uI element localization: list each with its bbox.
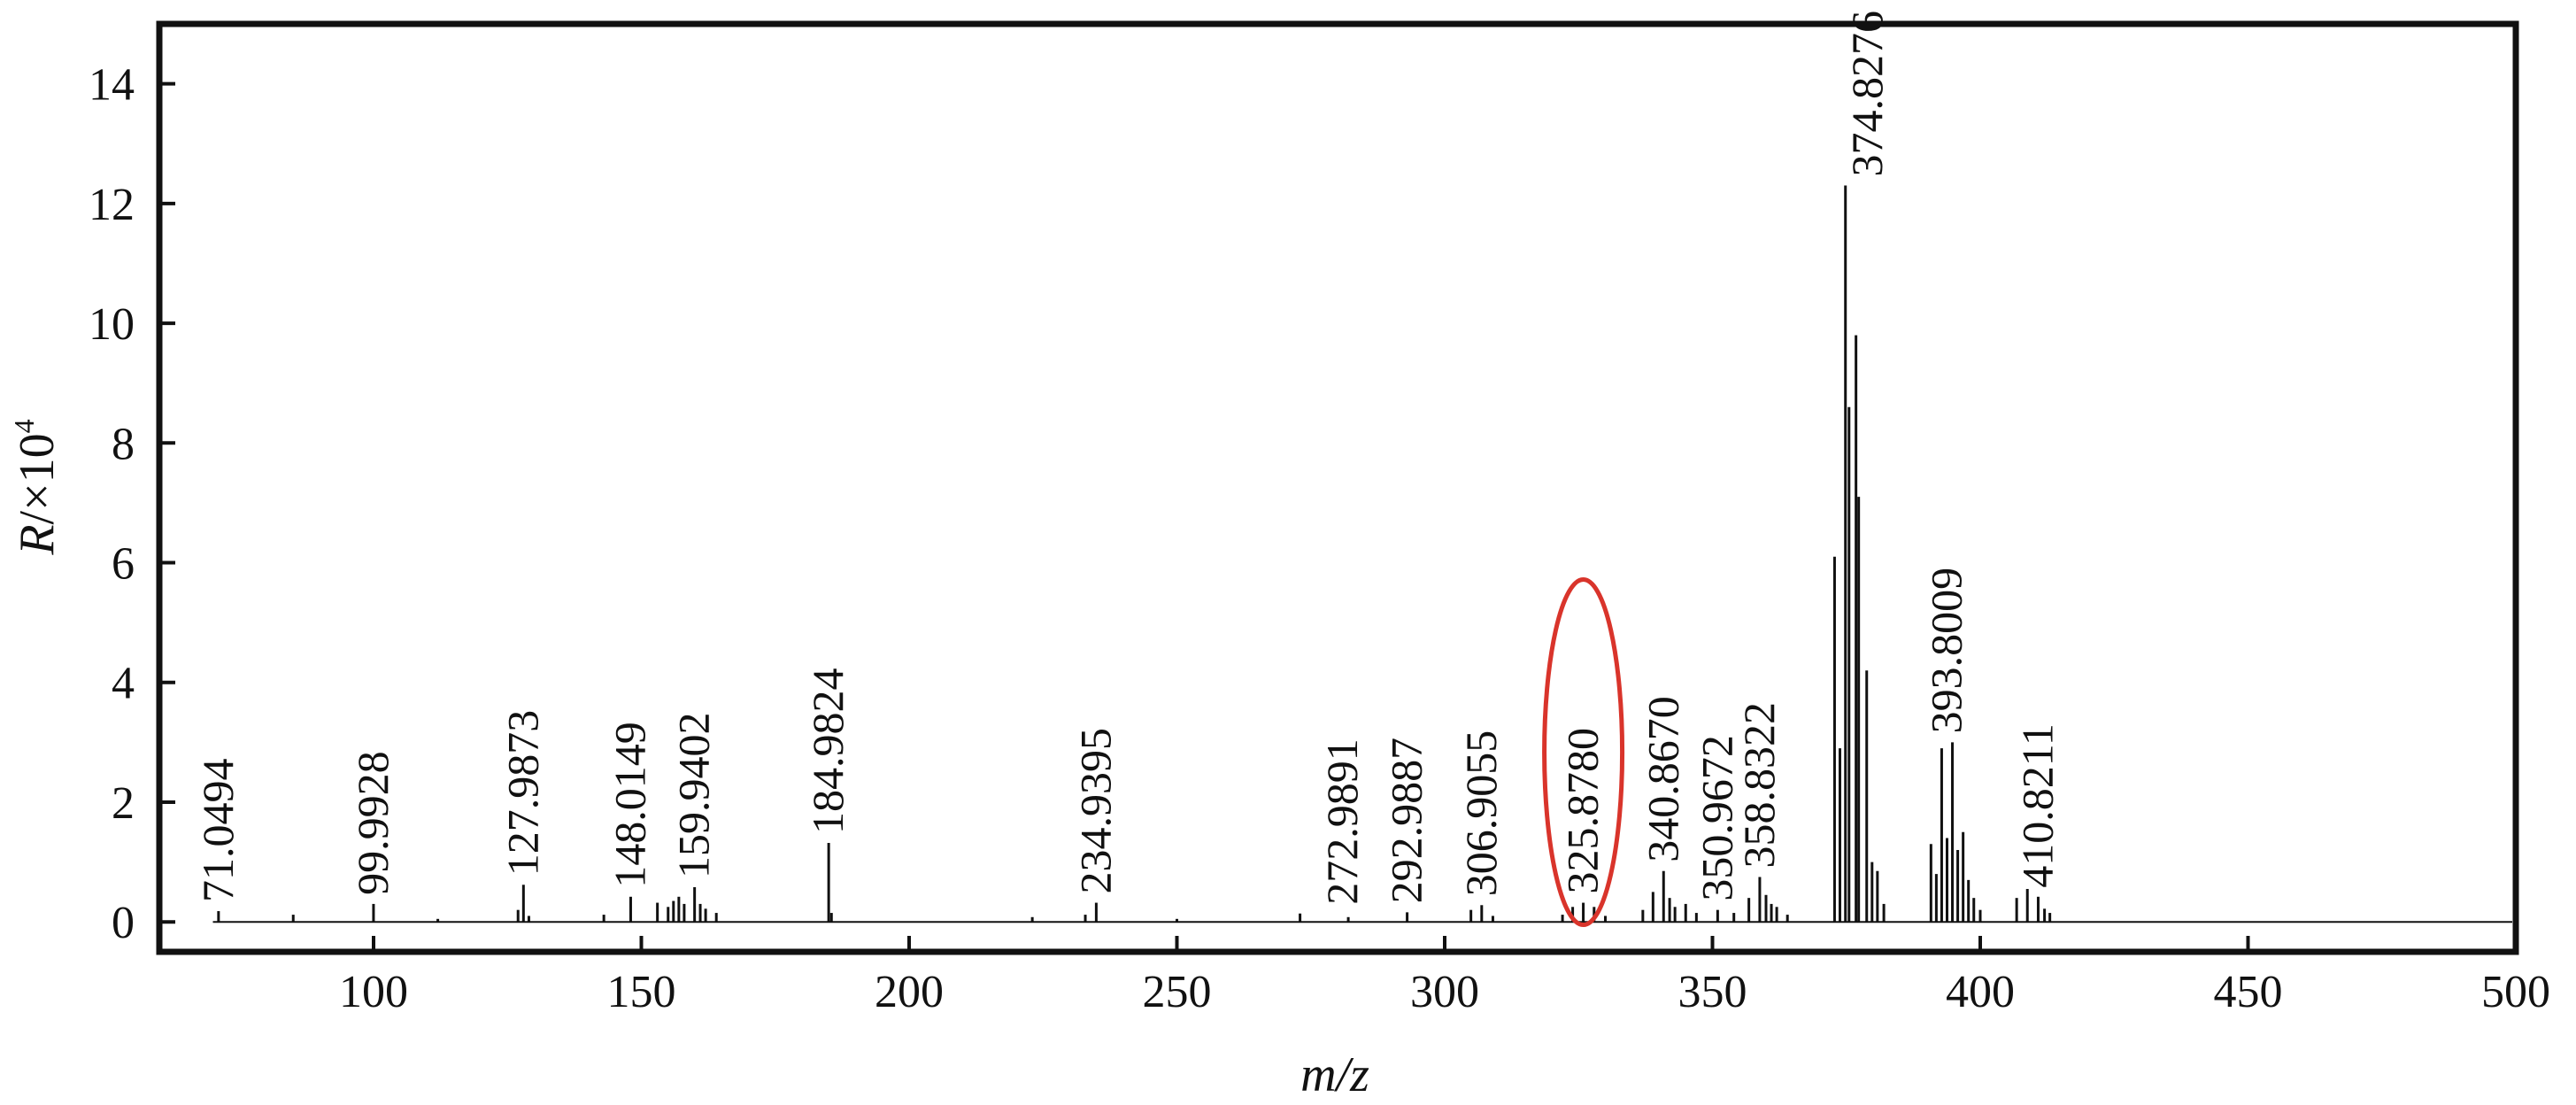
x-tick-label-8: 500: [2481, 967, 2550, 1017]
y-tick-label-0: 0: [112, 898, 135, 948]
y-tick-label-4: 8: [112, 419, 135, 469]
plot-frame: [156, 20, 2519, 955]
x-axis-title: m/z: [1300, 1047, 1369, 1102]
peak-label-8: 292.9887: [1382, 738, 1431, 904]
peak-label-2: 127.9873: [497, 710, 547, 877]
peak-label-7: 272.9891: [1317, 738, 1367, 905]
y-axis-title: R/×104: [8, 419, 65, 555]
y-axis-title-exponent: 4: [8, 419, 40, 433]
peak-label-10: 325.8780: [1558, 728, 1608, 894]
peak-label-1: 99.9928: [348, 751, 397, 895]
x-tick-label-7: 450: [2214, 967, 2283, 1017]
y-tick-label-5: 10: [89, 299, 135, 350]
peak-label-4: 159.9402: [669, 712, 719, 878]
spectrum-trace: [212, 185, 2512, 923]
peak-label-3: 148.0149: [605, 722, 654, 888]
y-tick-label-7: 14: [89, 60, 135, 111]
x-tick-label-2: 200: [875, 967, 944, 1017]
y-axis: 0 2 4 6 8 10 12 14: [89, 60, 175, 948]
peak-label-0: 71.0494: [193, 759, 243, 903]
peak-label-11: 340.8670: [1638, 696, 1687, 862]
y-tick-label-2: 4: [112, 659, 135, 709]
x-tick-label-0: 100: [339, 967, 408, 1017]
peak-label-12: 350.9672: [1692, 735, 1741, 901]
peak-label-16: 410.8211: [2012, 723, 2062, 888]
peak-label-13: 358.8322: [1734, 702, 1784, 869]
highlight-ellipse: [1542, 577, 1625, 928]
peak-label-9: 306.9055: [1456, 730, 1506, 897]
peak-label-5: 184.9824: [803, 668, 852, 834]
peak-annotations: 71.0494 99.9928 127.9873 148.0149 159.9402 18…: [193, 11, 2063, 905]
y-tick-label-6: 12: [89, 180, 135, 230]
y-tick-label-3: 6: [112, 539, 135, 590]
x-tick-label-6: 400: [1946, 967, 2015, 1017]
y-axis-title-unit: /×10: [10, 433, 65, 524]
y-axis-title-symbol: R: [10, 524, 65, 555]
y-tick-label-1: 2: [112, 778, 135, 829]
x-tick-label-4: 300: [1410, 967, 1479, 1017]
highlight-group: [1542, 577, 1625, 928]
peak-label-15: 393.8009: [1921, 568, 1971, 734]
x-axis: 100 150 200 250 300 350 400 450 500: [339, 936, 2550, 1017]
x-tick-label-5: 350: [1678, 967, 1747, 1017]
peak-label-6: 234.9395: [1070, 728, 1120, 894]
peak-label-14: 374.8276: [1842, 11, 1892, 177]
x-tick-label-3: 250: [1143, 967, 1212, 1017]
x-tick-label-1: 150: [607, 967, 676, 1017]
